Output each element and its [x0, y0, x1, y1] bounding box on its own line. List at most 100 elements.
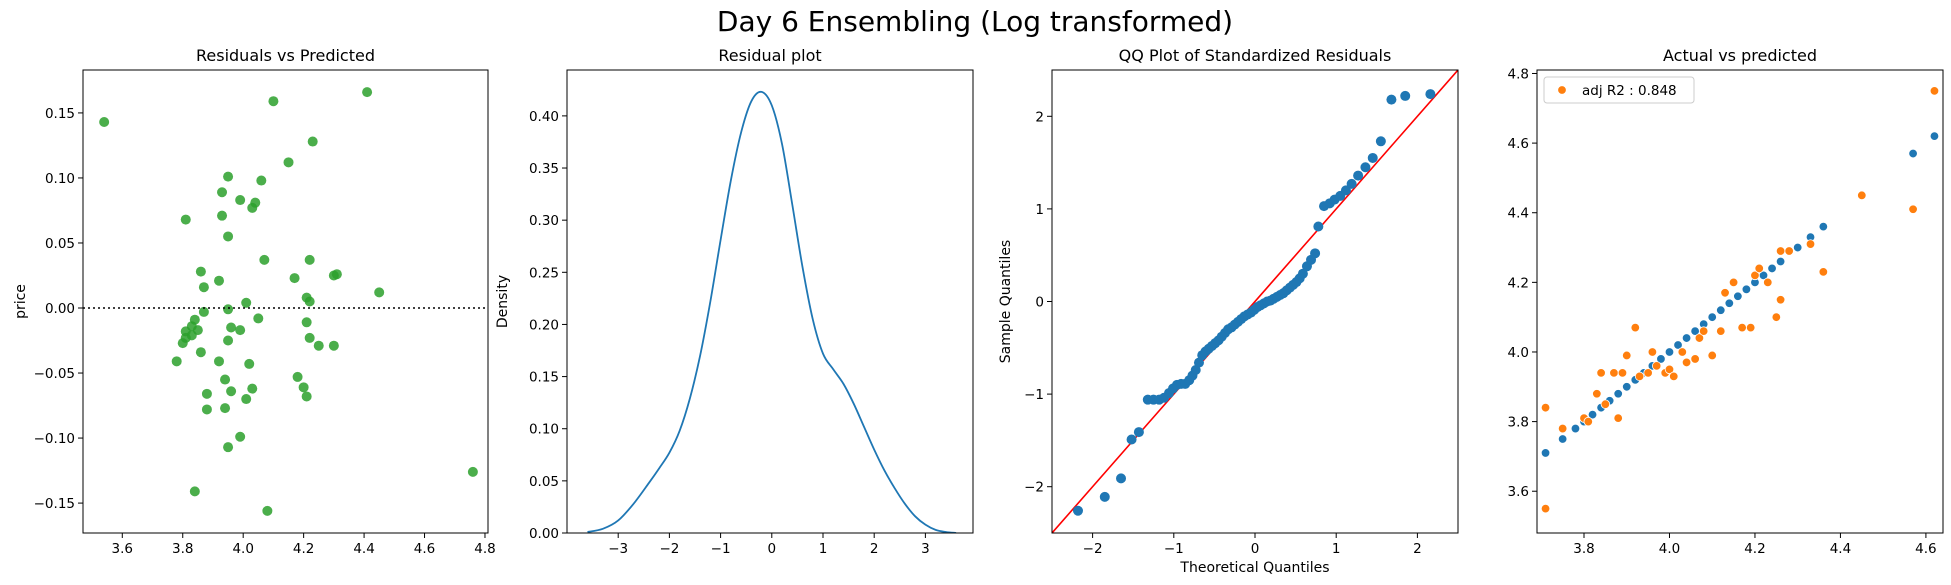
series-2-point [1583, 416, 1593, 427]
residual-point [304, 332, 315, 343]
y-tick-label: 0.35 [529, 161, 559, 177]
legend-label: adj R2 : 0.848 [1582, 83, 1677, 99]
y-tick-label: 0.10 [45, 171, 75, 187]
residual-point [304, 296, 315, 307]
series-2-point [1634, 371, 1645, 382]
series-2-point [1669, 371, 1679, 382]
series-1-point [1767, 263, 1777, 274]
subplot-4: adj R2 : 0.848 3.8 4.0 4.2 4.4 4.6 3.6 3.8 4.0 4.… [1508, 46, 1944, 557]
x-tick-label: 3.8 [1573, 541, 1594, 557]
y-axis-label: Sample Quantiles [998, 240, 1014, 363]
x-tick-label: 4.0 [1659, 541, 1680, 557]
x-tick-label: 3.8 [172, 541, 193, 557]
y-tick-label: 0.15 [529, 370, 559, 386]
subplot-title: Residual plot [718, 46, 821, 65]
qq-point [1126, 434, 1137, 445]
subplot-1: 3.6 3.8 4.0 4.2 4.4 4.6 4.8 −0.15 −0.10 −0.05 0.00… [13, 46, 496, 557]
residual-point [241, 394, 252, 405]
residual-point [198, 282, 209, 293]
series-1-point [1908, 148, 1918, 159]
residual-point [214, 275, 225, 286]
residual-point [223, 335, 234, 346]
x-tick-label: 3.6 [112, 541, 133, 557]
residual-point [301, 391, 312, 402]
y-tick-label: 0.00 [45, 301, 75, 317]
residual-point [307, 136, 318, 147]
y-tick-label: 0.05 [45, 236, 75, 252]
residual-point [235, 325, 246, 336]
series-2-point [1805, 239, 1816, 249]
x-tick-label: 4.8 [474, 541, 495, 557]
residual-point [220, 403, 231, 414]
residual-point [244, 358, 255, 369]
y-axis-label: price [13, 284, 29, 319]
series-1-point [1540, 448, 1551, 458]
x-tick-label: 2 [1413, 541, 1422, 557]
y-tick-label: 3.8 [1508, 415, 1529, 431]
residual-point [223, 231, 234, 242]
axes-frame [1051, 69, 1459, 534]
y-tick-label: 0.25 [529, 265, 559, 281]
series-1-point [1818, 221, 1829, 232]
residual-point [201, 388, 212, 399]
residual-point [226, 386, 237, 397]
qq-point [1353, 170, 1364, 181]
series-2-point [1720, 288, 1730, 298]
residual-point [223, 171, 234, 182]
x-tick-label: 2 [870, 541, 879, 557]
qq-point [1360, 162, 1371, 173]
series-1-point [1557, 434, 1568, 444]
x-tick-label: 0 [1251, 541, 1260, 557]
y-tick-label: 0.30 [529, 213, 559, 229]
series-2-point [1754, 263, 1764, 274]
residual-point [328, 340, 339, 351]
series-2-point [1647, 347, 1658, 357]
qq-point [1367, 152, 1378, 163]
series-1-point [1775, 256, 1786, 267]
residual-point [298, 382, 309, 393]
series-2-point [1745, 322, 1756, 333]
y-tick-label: −0.15 [34, 496, 75, 512]
series-1-point [1664, 347, 1675, 357]
subplot-2: −3 −2 −1 0 1 2 3 0.00 0.05 0.10 0.15 0.20 0.25 0.30 0.… [495, 46, 974, 557]
series-2-point [1643, 368, 1653, 378]
qq-point [1133, 427, 1144, 438]
residual-point [301, 317, 312, 328]
qq-point [1297, 268, 1308, 279]
axes-frame [1536, 69, 1944, 534]
series-2-point [1763, 277, 1773, 288]
series-2-point [1737, 322, 1747, 333]
residual-point [217, 210, 228, 221]
y-tick-label: 0.00 [529, 526, 559, 542]
y-tick-label: 1 [1035, 202, 1044, 218]
series-1-point [1613, 389, 1623, 399]
x-tick-label: 1 [819, 541, 828, 557]
y-tick-label: −0.05 [34, 366, 75, 382]
series-1-point [1929, 131, 1940, 141]
residual-point [198, 306, 209, 317]
series-2-point [1592, 389, 1602, 399]
series-2-point [1771, 312, 1782, 322]
residual-point [283, 157, 294, 168]
series-2-point [1651, 361, 1662, 371]
series-2-point [1775, 246, 1786, 256]
residual-point [214, 356, 225, 367]
series-1-point [1587, 409, 1598, 420]
y-axis-label: Density [495, 275, 511, 328]
subplot-title: Actual vs predicted [1663, 46, 1817, 65]
series-2-point [1557, 423, 1568, 434]
residual-point [223, 442, 234, 453]
y-tick-label: 0.15 [45, 106, 75, 122]
residual-point [195, 347, 206, 358]
series-2-point [1857, 190, 1867, 201]
axes-frame [82, 69, 489, 534]
x-tick-label: 3 [921, 541, 930, 557]
qq-point [1425, 89, 1436, 100]
series-2-point [1929, 86, 1940, 96]
residual-point [235, 431, 246, 442]
residual-point [177, 338, 188, 349]
subplot-3: −2 −1 0 1 2 −2 −1 0 1 2 QQ Plot of Standardized Re… [998, 46, 1459, 576]
residual-point [256, 175, 267, 186]
qq-point [1072, 505, 1083, 516]
